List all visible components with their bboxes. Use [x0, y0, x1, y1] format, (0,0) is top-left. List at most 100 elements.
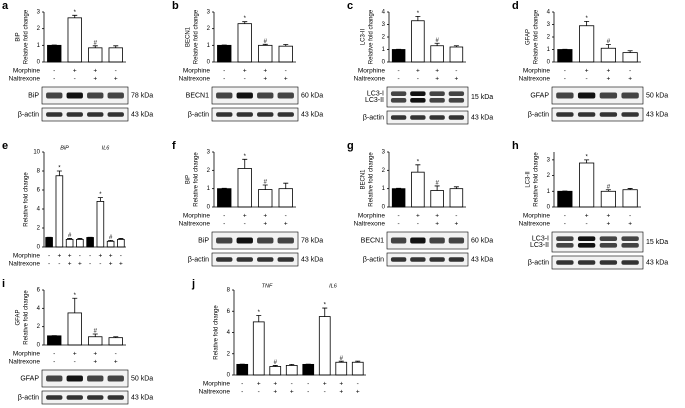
blot-size: 43 kDa [301, 256, 323, 263]
error-bar [453, 186, 459, 189]
y-tick-label: 2 [547, 173, 551, 179]
blot-band [621, 260, 639, 265]
treatment-sign: + [416, 213, 420, 220]
blot-band [87, 375, 104, 382]
treatment-sign: + [435, 76, 439, 83]
blot-label: β-actin [528, 111, 549, 118]
blot-band [448, 115, 465, 120]
treatment-sign: - [79, 253, 81, 260]
y-title: GFAP [526, 29, 532, 45]
treatment-name: Morphine [13, 68, 40, 75]
treatment-sign: + [243, 213, 247, 220]
y-tick-label: 0 [227, 373, 231, 379]
bar [391, 49, 406, 63]
annotation: # [68, 233, 72, 239]
error-bar [415, 164, 421, 173]
bar [86, 237, 94, 248]
treatment-sign: - [291, 381, 293, 388]
treatment-sign: - [115, 68, 117, 75]
y-tick-label: 1 [207, 43, 211, 49]
y-tick-label: 4 [37, 207, 41, 213]
treatment-name: Morphine [13, 253, 40, 260]
bar [258, 189, 273, 208]
blot-band [556, 260, 574, 265]
bar [411, 171, 425, 208]
y-label: Relative fold change [194, 9, 200, 64]
y-label: Relative fold change [534, 9, 540, 64]
y-tick-label: 0 [37, 60, 41, 66]
treatment-name: Naltrexone [354, 76, 386, 83]
bar [45, 237, 53, 248]
treatment-sign: - [48, 261, 50, 268]
error-bar [262, 43, 268, 46]
bar [217, 44, 232, 63]
y-tick-label: 3 [382, 150, 386, 156]
blot [211, 252, 299, 267]
annotation: * [417, 159, 420, 165]
treatment-sign: - [258, 389, 260, 396]
treatment-sign: + [257, 381, 261, 388]
y-tick-label: 0 [382, 60, 386, 66]
treatment-sign: + [435, 221, 439, 228]
blot-label: BECN1 [361, 237, 384, 244]
y-tick-label: 2 [207, 26, 211, 32]
annotation: * [74, 293, 77, 299]
treatment-sign: - [564, 221, 566, 228]
bar [106, 240, 115, 248]
treatment-sign: + [628, 76, 632, 83]
error-bar [108, 239, 114, 242]
treatment-sign: + [435, 213, 439, 220]
blot-label: BiP [28, 92, 39, 99]
treatment-sign: + [73, 68, 77, 75]
blot-band [107, 112, 124, 117]
blot-band [556, 236, 574, 241]
blot-band [277, 237, 294, 244]
treatment-name: Naltrexone [9, 76, 41, 83]
blot-band [599, 236, 618, 241]
bar [88, 47, 103, 63]
treatment-sign: - [564, 68, 566, 75]
y-tick-label: 2 [382, 35, 386, 41]
error-bar [627, 50, 633, 53]
blot-label: β-actin [363, 256, 384, 263]
y-tick-label: 4 [37, 306, 41, 312]
treatment-sign: + [68, 261, 72, 268]
treatment-name: Morphine [523, 68, 550, 75]
y-tick-label: 0 [382, 205, 386, 211]
bar [88, 336, 103, 346]
blot-band [599, 260, 618, 265]
treatment-sign: - [244, 221, 246, 228]
bar [117, 238, 125, 248]
bar [108, 47, 123, 63]
annotation: # [607, 184, 611, 190]
blot-band [556, 112, 574, 117]
y-label: Relative fold change [24, 172, 30, 227]
blot-label: β-actin [528, 259, 549, 266]
treatment-sign: + [284, 221, 288, 228]
error-bar [72, 14, 78, 18]
blot-band [429, 115, 445, 120]
annotation: * [99, 192, 102, 198]
annotation: # [274, 360, 278, 366]
blot-band [277, 92, 294, 99]
blot-band [599, 243, 618, 248]
treatment-sign: - [241, 389, 243, 396]
error-bar [113, 336, 119, 338]
blot [551, 86, 644, 105]
error-bar [92, 45, 98, 48]
treatment-name: Morphine [523, 213, 550, 220]
blot-band [577, 92, 596, 99]
treatment-sign: + [356, 389, 360, 396]
blot-band [448, 91, 465, 96]
blot-band [236, 112, 253, 117]
treatment-sign: - [564, 76, 566, 83]
blot-size: 43 kDa [301, 111, 323, 118]
blot [386, 231, 469, 250]
treatment-sign: + [435, 68, 439, 75]
blot-band [577, 112, 596, 117]
y-tick-label: 3 [382, 22, 386, 28]
error-bar [355, 360, 361, 363]
treatment-sign: + [93, 76, 97, 83]
y-tick-label: 0 [37, 245, 41, 251]
